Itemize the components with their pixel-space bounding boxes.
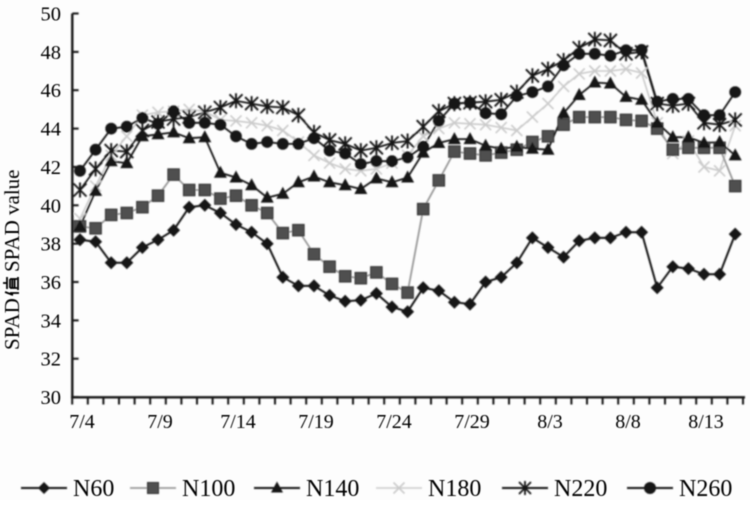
svg-text:7/9: 7/9 bbox=[147, 411, 173, 433]
svg-text:8/8: 8/8 bbox=[615, 411, 641, 433]
svg-text:48: 48 bbox=[41, 42, 62, 64]
svg-text:N60: N60 bbox=[73, 476, 114, 500]
svg-text:36: 36 bbox=[41, 272, 62, 294]
svg-text:7/24: 7/24 bbox=[376, 411, 412, 433]
svg-text:7/19: 7/19 bbox=[298, 411, 334, 433]
svg-text:38: 38 bbox=[41, 234, 62, 256]
svg-text:SPAD: SPAD bbox=[0, 298, 24, 350]
svg-text:46: 46 bbox=[41, 80, 62, 102]
svg-text:42: 42 bbox=[41, 157, 62, 179]
svg-text:8/13: 8/13 bbox=[688, 411, 724, 433]
svg-text:N220: N220 bbox=[554, 476, 607, 500]
svg-text:40: 40 bbox=[41, 195, 62, 217]
svg-text:N180: N180 bbox=[428, 476, 481, 500]
svg-text:SPAD value: SPAD value bbox=[0, 170, 24, 273]
svg-text:34: 34 bbox=[41, 310, 62, 332]
svg-text:N140: N140 bbox=[306, 476, 359, 500]
svg-text:7/14: 7/14 bbox=[220, 411, 256, 433]
svg-text:8/3: 8/3 bbox=[537, 411, 563, 433]
svg-text:7/29: 7/29 bbox=[454, 411, 490, 433]
svg-text:50: 50 bbox=[41, 4, 62, 26]
svg-text:32: 32 bbox=[41, 349, 62, 371]
svg-text:N100: N100 bbox=[182, 476, 235, 500]
svg-text:7/4: 7/4 bbox=[69, 411, 95, 433]
svg-text:30: 30 bbox=[41, 387, 62, 409]
svg-text:N260: N260 bbox=[679, 476, 732, 500]
svg-text:44: 44 bbox=[41, 119, 62, 141]
